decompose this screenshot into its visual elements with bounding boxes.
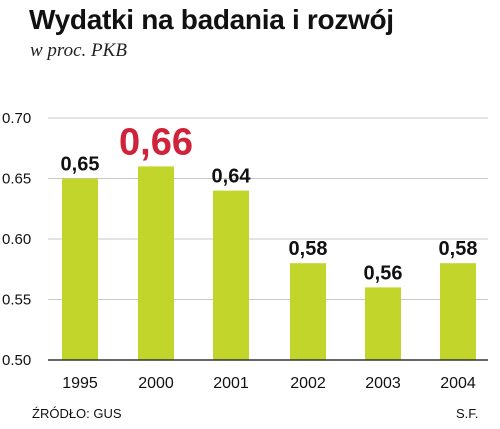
x-tick-label: 2000 bbox=[138, 375, 174, 392]
value-label: 0,56 bbox=[364, 262, 403, 284]
value-label: 0,58 bbox=[289, 238, 328, 260]
chart-subtitle: w proc. PKB bbox=[30, 40, 127, 61]
y-tick-label: 0.70 bbox=[2, 110, 31, 127]
bar bbox=[440, 263, 476, 360]
value-label: 0,65 bbox=[61, 154, 100, 176]
labels: 0.50 0.55 0.60 0.65 0.70 0,65 1995 0,66 2000 0,64… bbox=[2, 110, 477, 392]
highlighted-value-label: 0,66 bbox=[119, 121, 193, 163]
bar bbox=[365, 287, 401, 360]
x-tick-label: 2002 bbox=[290, 375, 326, 392]
y-tick-label: 0.50 bbox=[2, 352, 31, 369]
author-initials: S.F. bbox=[456, 406, 479, 421]
source-note: ŹRÓDŁO: GUS bbox=[32, 406, 122, 421]
bar bbox=[290, 263, 326, 360]
y-tick-label: 0.55 bbox=[2, 292, 31, 309]
bar bbox=[138, 166, 174, 360]
y-tick-label: 0.65 bbox=[2, 171, 31, 188]
x-tick-label: 2004 bbox=[440, 375, 476, 392]
chart-title: Wydatki na badania i rozwój bbox=[29, 4, 394, 35]
bar bbox=[213, 190, 249, 360]
x-tick-label: 2001 bbox=[213, 375, 249, 392]
y-tick-label: 0.60 bbox=[2, 231, 31, 248]
bars bbox=[62, 166, 476, 360]
gridlines bbox=[48, 117, 488, 300]
x-tick-label: 1995 bbox=[62, 375, 98, 392]
bar bbox=[62, 178, 98, 360]
value-label: 0,58 bbox=[439, 238, 478, 260]
x-tick-label: 2003 bbox=[365, 375, 401, 392]
value-label: 0,64 bbox=[212, 166, 252, 188]
